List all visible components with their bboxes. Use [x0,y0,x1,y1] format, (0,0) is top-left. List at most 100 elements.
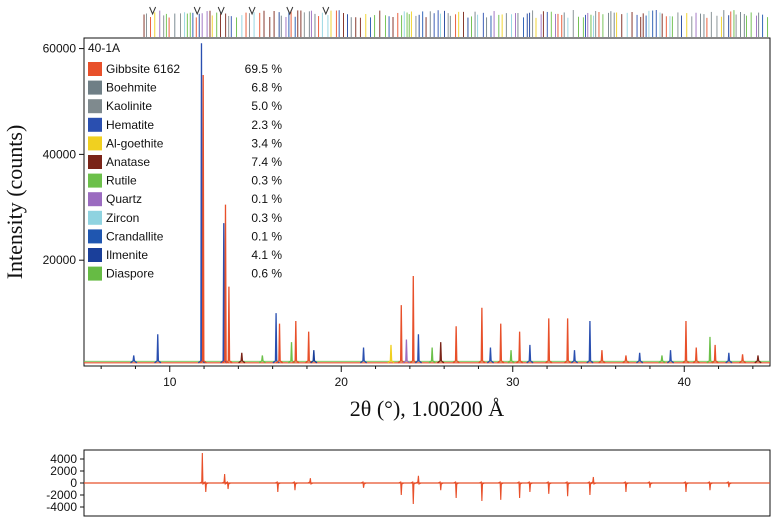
resid-spike [292,481,298,491]
y-tick-label: 20000 [43,253,77,267]
legend-value: 6.8 % [251,81,282,95]
peak [154,334,162,364]
resid-spike [587,481,593,496]
y-axis-title: Intensity (counts) [2,125,27,280]
peak [516,331,524,364]
resid-y-tick-label: 0 [70,476,77,490]
resid-spike [623,481,629,493]
reflection-arrow [193,6,201,16]
peak [275,323,284,364]
x-tick-label: 30 [506,375,520,389]
legend-swatch [88,117,102,132]
peak [682,321,690,364]
legend-value: 2.3 % [251,118,282,132]
peak [287,342,296,364]
residual-curve [84,452,770,505]
reflection-arrow [286,6,294,16]
peak [305,331,313,364]
peak [526,344,534,364]
peak [387,344,395,364]
reflection-arrow [149,6,157,16]
resid-spike [225,481,231,490]
diffraction-pattern [84,43,770,364]
legend-value: 0.3 % [251,211,282,225]
legend-value: 69.5 % [245,62,283,76]
peak [220,223,228,364]
legend-label: Boehmite [106,81,157,95]
peak [507,350,515,364]
peak [452,326,460,364]
resid-spike [647,481,653,488]
peak [486,347,495,364]
peak [130,355,138,364]
x-axis-ticks: 10 20 30 40 [100,366,754,389]
legend-swatch [88,99,102,114]
peak [197,43,206,364]
main-plot-frame [83,37,771,367]
peak [199,75,207,364]
legend-swatch [88,173,102,188]
legend-swatch [88,229,102,244]
legend-title: 40-1A [88,41,120,55]
peak [310,350,318,364]
y-tick-label: 60000 [43,42,77,56]
y-tick-label: 40000 [43,147,77,161]
peak [478,307,486,364]
resid-spike [590,476,597,485]
peak [238,352,246,364]
peak [706,336,714,364]
resid-spike [275,481,281,493]
legend-label: Diaspore [106,267,154,281]
legend-swatch [88,192,102,207]
peak [497,323,505,364]
peak [570,350,579,364]
legend-label: Anatase [106,155,150,169]
legend-swatch [88,210,102,225]
peak [258,355,266,364]
legend-label: Kaolinite [106,99,152,113]
reflection-arrow [248,6,256,16]
legend-label: Ilmenite [106,248,148,262]
resid-spike [497,481,504,500]
resid-y-tick-label: 4000 [50,452,77,466]
peak [711,344,719,364]
legend-value: 4.1 % [251,248,282,262]
peak [754,355,762,364]
legend-swatch [88,248,102,262]
legend-label: Hematite [106,118,154,132]
reflection-arrow [322,6,330,16]
resid-spike [203,481,209,493]
y-axis-ticks: 20000 40000 60000 [43,42,84,267]
peak [666,350,675,364]
phase-legend: 40-1A Gibbsite 6162 69.5 % Boehmite 6.8 % Ka… [88,41,282,281]
resid-spike [564,481,571,497]
resid-spike [221,473,228,485]
reflection-arrow [217,6,225,16]
resid-y-tick-label: -4000 [46,500,77,514]
legend-value: 3.4 % [251,136,282,150]
peak [402,339,411,364]
resid-spike [415,475,422,485]
peak [437,342,445,364]
peak [292,321,300,364]
resid-spike [726,481,732,488]
x-tick-label: 20 [335,375,349,389]
resid-y-tick-label: 2000 [50,464,77,478]
resid-spike [398,481,405,496]
peak [658,355,666,364]
legend-value: 5.0 % [251,99,282,113]
peak [692,347,700,364]
peak [738,354,747,364]
legend-swatch [88,136,102,151]
resid-spike [437,481,444,491]
x-tick-label: 40 [678,375,692,389]
peak [359,347,368,364]
legend-label: Crandallite [106,229,164,243]
peak [414,334,423,364]
legend-value: 0.6 % [251,267,282,281]
legend-label: Quartz [106,192,142,206]
legend-swatch [88,62,102,76]
x-tick-label: 10 [163,375,177,389]
